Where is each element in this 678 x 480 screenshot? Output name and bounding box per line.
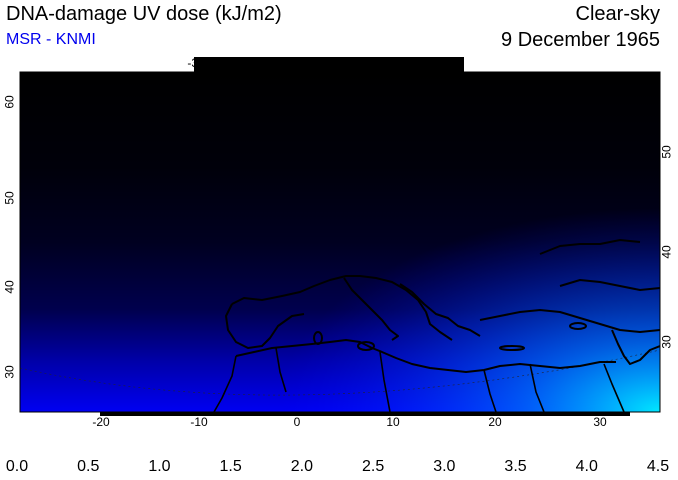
uv-field-high [20,72,660,412]
island-cyprus [569,322,587,330]
coastline-anatolia [479,309,660,333]
map-source: MSR - KNMI [6,31,96,48]
colorbar-label: 3.0 [433,458,456,475]
top-longitude-tick: 40 [435,56,449,70]
map-date: 9 December 1965 [501,29,660,51]
bottom-longitude-tick: -20 [92,415,110,429]
top-longitude-tick: -20 [223,56,241,70]
coastline-black-sea [539,239,660,291]
bottom-longitude-tick: 0 [293,415,301,429]
colorbar-label: 2.0 [290,458,313,475]
top-longitude-tick: -10 [257,56,275,70]
coastline-europe [231,275,453,341]
island-sicily [357,341,375,351]
right-latitude-tick: 30 [659,335,674,349]
colorbar-label: 4.5 [646,458,670,475]
colorbar-label: 1.5 [219,458,242,475]
left-latitude-tick: 50 [2,191,17,205]
coastline-balkans [399,283,481,337]
left-latitude-tick: 40 [2,280,17,294]
bottom-longitude-tick: -10 [190,415,208,429]
uv-dose-map [19,57,661,416]
right-latitude-tick: 50 [659,145,674,159]
graticule-line [20,349,660,396]
coastline-north-africa [235,339,616,373]
bottom-longitude-tick: 10 [386,415,400,429]
bottom-longitude-tick: 20 [488,415,502,429]
top-longitude-tick: 0 [293,56,301,70]
coastline-italy [343,277,399,341]
border-lines [213,347,625,412]
left-latitude-tick: 60 [2,95,17,109]
bottom-longitude-tick: 30 [593,415,607,429]
coastline-iberia [225,303,305,349]
top-longitude-tick: -30 [187,56,205,70]
left-latitude-tick: 30 [2,365,17,379]
colorbar-label: 4.0 [575,458,598,475]
top-longitude-tick: 30 [393,56,407,70]
island-crete [499,345,525,351]
top-longitude-tick: 10 [323,56,337,70]
top-longitude-tick: 20 [357,56,371,70]
colorbar-label: 2.5 [361,458,385,475]
colorbar-label: 0.5 [77,458,100,475]
colorbar-label: 1.0 [148,458,171,475]
colorbar-label: 3.5 [504,458,527,475]
colorbar-label: 0.0 [5,458,29,475]
right-latitude-tick: 40 [659,245,674,259]
bottom-tick-band [100,412,630,416]
sky-condition: Clear-sky [575,3,660,25]
map-title: DNA-damage UV dose (kJ/m2) [6,3,282,25]
island-sardinia [313,331,323,345]
coastline-levant [611,329,660,365]
top-tick-band [194,57,464,72]
